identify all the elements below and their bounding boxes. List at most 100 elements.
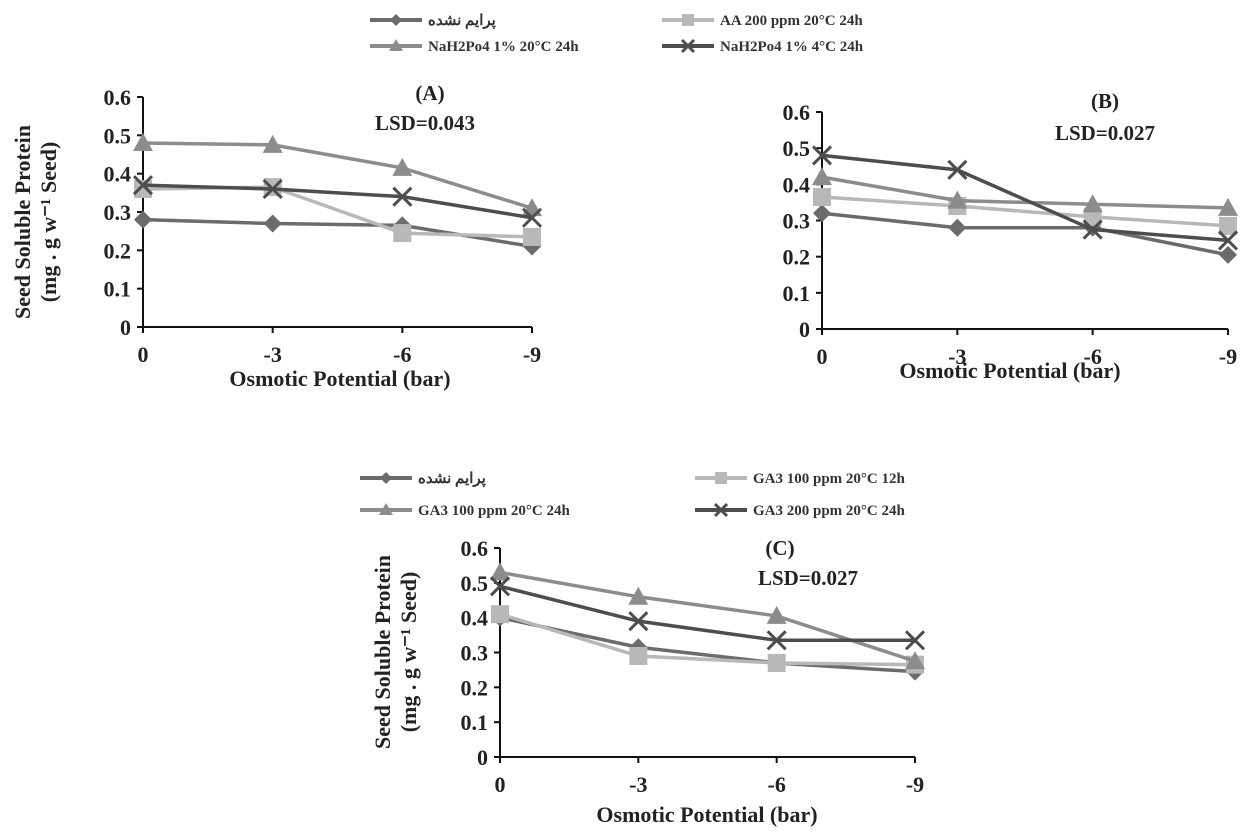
x-axis-title: Osmotic Potential (bar): [229, 366, 450, 391]
data-point: [134, 180, 152, 198]
y-tick-label: 0.6: [104, 85, 132, 110]
y-tick-label: 0.3: [461, 641, 489, 666]
series-line: [499, 615, 916, 674]
y-tick-label: 0.5: [783, 136, 811, 161]
data-point: [813, 204, 831, 223]
legend-label: AA 200 ppm 20°C 24h: [720, 13, 863, 29]
chart-panel: 0 0.1 0.2 0.3 0.4 0.5 0.6 0 -3 -6 -9 (C) LSD=0.027 Os…: [360, 471, 926, 827]
legend-item: AA 200 ppm 20°C 24h: [662, 13, 863, 29]
x-tick-label: -6: [768, 772, 786, 797]
legend-swatch-marker: [389, 39, 403, 51]
data-point: [392, 157, 413, 176]
data-point: [262, 134, 283, 153]
x-tick-label: 0: [138, 342, 149, 367]
legend-label: NaH2Po4 1% 20°C 24h: [428, 39, 579, 55]
legend-label: پرایم نشده: [428, 13, 496, 30]
data-point: [134, 210, 152, 229]
legend-item: NaH2Po4 1% 4°C 24h: [662, 38, 864, 55]
y-tick-label: 0.5: [104, 123, 132, 148]
x-tick-label: -3: [264, 342, 282, 367]
data-point: [1082, 219, 1103, 240]
lsd-annotation: LSD=0.043: [375, 111, 475, 135]
legend-item: GA3 200 ppm 20°C 24h: [695, 502, 906, 519]
x-tick-label: -9: [523, 342, 541, 367]
series-line: [821, 195, 1229, 228]
legend-item: NaH2Po4 1% 20°C 24h: [370, 39, 579, 55]
y-tick-label: 0.1: [104, 277, 132, 302]
lsd-annotation: LSD=0.027: [1055, 121, 1155, 145]
legend-swatch-marker: [390, 14, 402, 26]
legend-label: GA3 100 ppm 20°C 12h: [753, 471, 906, 487]
x-tick-label: -3: [629, 772, 647, 797]
data-point: [947, 190, 968, 209]
x-tick-label: 0: [817, 344, 828, 369]
y-tick-label: 0.4: [104, 162, 132, 187]
legend-swatch-marker: [379, 503, 393, 515]
legend-label: GA3 100 ppm 20°C 24h: [418, 503, 571, 519]
y-tick-label: 0.2: [461, 675, 489, 700]
legend: پرایم نشده GA3 100 ppm 20°C 12h GA3 100 pp…: [360, 471, 906, 519]
y-tick-label: 0.3: [104, 200, 132, 225]
legend: پرایم نشده AA 200 ppm 20°C 24h NaH2Po4 1% …: [370, 13, 864, 55]
legend-item: پرایم نشده: [360, 471, 486, 488]
data-point: [490, 562, 510, 581]
x-tick-label: -3: [948, 344, 966, 369]
y-tick-label: 0.4: [461, 606, 489, 631]
legend-label: GA3 200 ppm 20°C 24h: [753, 503, 906, 519]
x-tick-label: 0: [495, 772, 506, 797]
y-tick-label: 0.1: [783, 281, 811, 306]
data-point: [904, 630, 926, 651]
data-point: [1082, 194, 1103, 213]
series-line: [821, 153, 1229, 243]
series-line: [821, 211, 1229, 257]
y-tick-label: 0.2: [104, 238, 132, 263]
data-point: [905, 651, 925, 670]
y-axis-title: Seed Soluble Protein: [370, 555, 395, 749]
chart-panel: 0 0.1 0.2 0.3 0.4 0.5 0.6 0 -3 -6 -9 (B) LSD=0.027 Os…: [783, 89, 1239, 383]
data-point: [629, 646, 648, 665]
y-tick-label: 0: [477, 745, 488, 770]
data-point: [1219, 216, 1237, 235]
data-point: [812, 167, 832, 186]
data-point: [489, 576, 511, 597]
legend-swatch-marker: [682, 14, 694, 26]
y-tick-label: 0: [120, 315, 131, 340]
legend-swatch-marker: [380, 472, 392, 484]
data-point: [948, 218, 967, 237]
x-axis-title: Osmotic Potential (bar): [899, 358, 1120, 383]
y-axis-title: (mg . g w⁻¹ Seed): [396, 572, 421, 733]
data-point: [1083, 207, 1102, 226]
panel-label: (C): [765, 536, 794, 560]
data-point: [947, 159, 968, 180]
data-point: [132, 175, 154, 196]
data-point: [133, 133, 153, 151]
x-tick-label: -6: [1084, 344, 1102, 369]
legend-swatch-marker: [680, 38, 696, 54]
data-point: [766, 605, 787, 624]
y-axis-title: (mg . g w⁻¹ Seed): [36, 142, 61, 303]
y-tick-label: 0.2: [783, 245, 811, 270]
data-point: [767, 653, 786, 672]
x-tick-label: -9: [906, 772, 924, 797]
legend-item: GA3 100 ppm 20°C 24h: [360, 503, 571, 519]
data-point: [393, 224, 412, 243]
series-line: [821, 175, 1229, 210]
data-point: [262, 178, 283, 200]
y-tick-label: 0.3: [783, 209, 811, 234]
legend-label: NaH2Po4 1% 4°C 24h: [720, 39, 864, 55]
data-point: [813, 187, 831, 206]
legend-item: پرایم نشده: [370, 13, 496, 30]
x-tick-label: -6: [393, 342, 411, 367]
legend-item: GA3 100 ppm 20°C 12h: [695, 471, 906, 487]
data-point: [766, 630, 787, 651]
data-point: [1219, 245, 1237, 264]
series-line: [142, 141, 533, 210]
data-point: [1217, 230, 1239, 251]
series-line: [142, 183, 533, 220]
y-tick-label: 0.1: [461, 710, 489, 735]
y-tick-label: 0.6: [461, 536, 489, 561]
data-point: [263, 214, 282, 233]
y-tick-label: 0.5: [461, 571, 489, 596]
series-line: [499, 612, 916, 667]
